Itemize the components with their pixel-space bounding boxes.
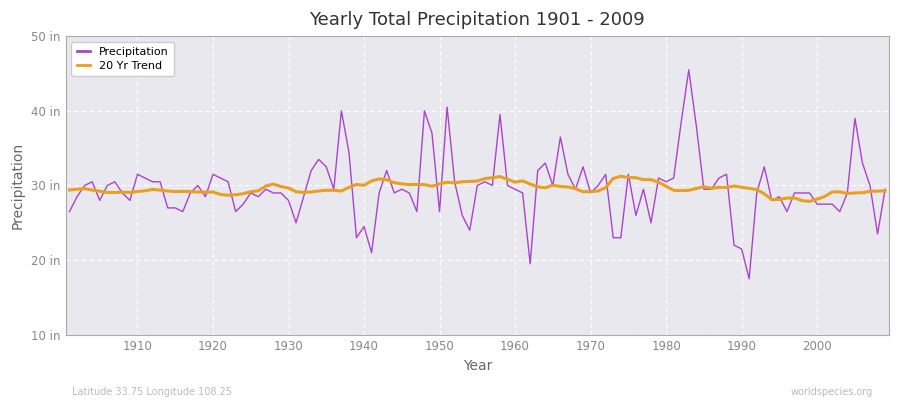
20 Yr Trend [600,185,611,190]
Line: Precipitation: Precipitation [69,70,885,279]
Line: 20 Yr Trend: 20 Yr Trend [69,176,885,201]
Text: Latitude 33.75 Longitude 108.25: Latitude 33.75 Longitude 108.25 [72,387,232,397]
Y-axis label: Precipitation: Precipitation [11,142,25,229]
Precipitation [879,187,890,192]
Precipitation [509,187,520,192]
Legend: Precipitation, 20 Yr Trend: Precipitation, 20 Yr Trend [71,42,175,76]
20 Yr Trend [502,177,513,182]
Precipitation [502,183,513,188]
Precipitation [64,209,75,214]
Precipitation [600,172,611,177]
Precipitation [683,68,694,72]
20 Yr Trend [879,188,890,193]
20 Yr Trend [64,188,75,192]
X-axis label: Year: Year [463,359,492,373]
20 Yr Trend [805,199,815,204]
Text: worldspecies.org: worldspecies.org [791,387,873,397]
20 Yr Trend [336,189,346,194]
20 Yr Trend [124,190,135,195]
Precipitation [743,276,754,281]
20 Yr Trend [509,180,520,184]
Precipitation [291,220,302,225]
Title: Yearly Total Precipitation 1901 - 2009: Yearly Total Precipitation 1901 - 2009 [310,11,645,29]
Precipitation [124,198,135,203]
20 Yr Trend [616,174,626,179]
Precipitation [336,108,346,113]
20 Yr Trend [291,189,302,194]
